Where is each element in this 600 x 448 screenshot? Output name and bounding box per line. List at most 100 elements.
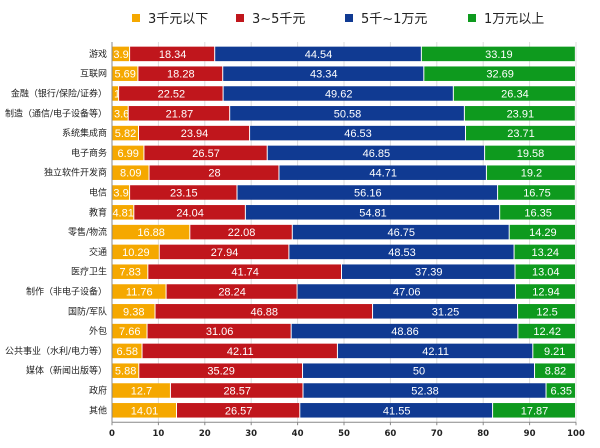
x-tick-label: 80 — [477, 429, 489, 439]
bar-segment — [166, 284, 297, 299]
bar-segment — [291, 323, 518, 339]
bar-segment — [518, 323, 575, 339]
bar-segment — [148, 264, 342, 279]
bar-segment — [337, 343, 533, 359]
bars: 3.918.3444.5433.195.6918.2843.3432.691.5… — [112, 46, 576, 418]
bar-segment — [112, 145, 144, 161]
category-label: 零售/物流 — [68, 226, 107, 238]
x-tick-label: 60 — [384, 429, 396, 439]
data-label: 26.57 — [225, 405, 253, 417]
bar-segment — [138, 66, 223, 81]
bar-segment — [498, 185, 575, 200]
legend-swatch — [468, 14, 476, 22]
data-label: 24.04 — [176, 207, 204, 219]
bar-segment — [112, 165, 149, 180]
bar-segment — [279, 165, 486, 180]
data-label: 31.06 — [206, 326, 234, 338]
bar-segment — [147, 323, 291, 339]
data-label: 33.19 — [485, 49, 513, 61]
data-label: 28.57 — [223, 386, 251, 398]
category-label: 外包 — [89, 325, 107, 337]
x-tick-label: 70 — [431, 429, 443, 439]
data-label: 9.21 — [544, 346, 565, 358]
data-label: 5.82 — [115, 128, 136, 140]
data-label: 44.71 — [369, 168, 397, 180]
data-label: 14.01 — [131, 405, 159, 417]
data-label: 28 — [208, 168, 220, 180]
data-label: 6.58 — [117, 346, 138, 358]
data-label: 22.08 — [228, 227, 256, 239]
data-label: 16.35 — [524, 207, 552, 219]
bar-segment — [267, 145, 485, 161]
data-label: 10.29 — [122, 247, 150, 259]
data-label: 12.7 — [131, 386, 152, 398]
bar-segment — [465, 125, 575, 141]
x-tick-label: 100 — [567, 429, 585, 439]
bar-segment — [493, 403, 575, 418]
data-label: 28.24 — [218, 287, 246, 299]
category-label: 游戏 — [89, 48, 107, 60]
bar-segment — [486, 165, 575, 180]
data-label: 5.88 — [115, 366, 136, 378]
data-label: 12.5 — [536, 306, 557, 318]
bar-segment — [515, 264, 575, 279]
bar-segment — [453, 86, 576, 101]
data-label: 12.94 — [532, 287, 560, 299]
bar-segment — [292, 224, 509, 240]
bar-segment — [421, 46, 575, 62]
bar-segment — [514, 244, 575, 260]
data-label: 31.25 — [432, 306, 460, 318]
bar-segment — [142, 343, 337, 359]
legend-label: 1万元以上 — [484, 12, 544, 27]
x-tick-label: 90 — [524, 429, 536, 439]
bar-segment — [112, 304, 155, 319]
bar-segment — [250, 125, 465, 141]
bar-segment — [112, 224, 190, 240]
data-label: 8.82 — [545, 366, 566, 378]
category-label: 教育 — [89, 206, 107, 218]
category-label: 公共事业（水利/电力等） — [5, 345, 107, 357]
data-label: 42.11 — [422, 346, 449, 358]
data-label: 18.28 — [167, 69, 195, 81]
bar-segment — [112, 46, 130, 62]
bar-segment — [533, 343, 576, 359]
data-label: 35.29 — [207, 366, 235, 378]
bar-segment — [144, 145, 267, 161]
bar-segment — [509, 224, 575, 240]
data-label: 26.57 — [192, 148, 220, 160]
data-label: 21.87 — [166, 108, 194, 120]
data-label: 12.42 — [533, 326, 561, 338]
bar-segment — [112, 106, 128, 121]
data-label: 54.81 — [359, 207, 387, 219]
category-label: 交通 — [89, 246, 107, 258]
x-tick-label: 50 — [338, 429, 350, 439]
data-label: 3.6 — [114, 108, 129, 120]
data-label: 49.62 — [325, 89, 353, 101]
data-label: 3.9 — [113, 49, 128, 61]
bar-segment — [223, 66, 424, 81]
data-label: 19.58 — [517, 148, 545, 160]
data-label: 27.94 — [211, 247, 239, 259]
data-label: 50.58 — [334, 108, 362, 120]
data-label: 9.38 — [123, 306, 144, 318]
category-label: 电信 — [89, 187, 107, 199]
category-label: 电子商务 — [71, 147, 107, 159]
category-label: 国防/军队 — [68, 305, 107, 317]
data-label: 18.34 — [159, 49, 187, 61]
bar-segment — [112, 205, 134, 220]
bar-segment — [546, 383, 575, 398]
bar-segment — [149, 165, 279, 180]
bar-segment — [518, 304, 576, 319]
data-label: 47.06 — [393, 287, 421, 299]
bar-segment — [190, 224, 292, 240]
bar-segment — [303, 383, 546, 398]
category-label: 其他 — [89, 404, 107, 416]
bar-segment — [342, 264, 515, 279]
x-tick-label: 10 — [152, 429, 164, 439]
x-tick-label: 0 — [109, 429, 115, 439]
data-label: 23.94 — [181, 128, 209, 140]
data-label: 8.09 — [120, 168, 141, 180]
bar-segment — [112, 343, 142, 359]
data-label: 41.74 — [231, 267, 259, 279]
